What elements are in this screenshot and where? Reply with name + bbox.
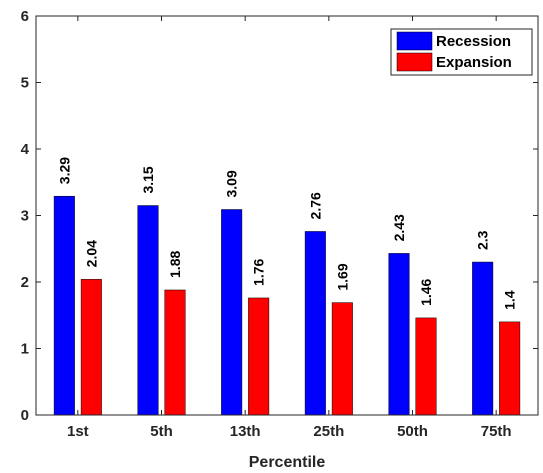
y-tick-label: 4	[21, 141, 30, 158]
y-tick-label: 1	[21, 341, 29, 358]
data-label-recession-1st: 3.29	[56, 157, 72, 184]
data-label-recession-25th: 2.76	[307, 192, 323, 219]
y-tick-label: 2	[21, 274, 29, 291]
bar-recession-75th	[472, 261, 494, 416]
bar-expansion-75th	[499, 321, 521, 416]
x-tick-label-13th: 13th	[230, 423, 261, 440]
bar-recession-50th	[388, 253, 410, 416]
y-axis: 0 1 2 3 4 5 6	[21, 8, 538, 424]
bar-recession-13th	[221, 209, 243, 416]
x-tick-label-50th: 50th	[397, 423, 428, 440]
data-label-recession-50th: 2.43	[391, 214, 407, 241]
plot-area	[36, 16, 538, 415]
y-tick-label: 3	[21, 208, 29, 225]
bar-expansion-1st	[80, 279, 102, 416]
data-label-expansion-75th: 1.4	[502, 290, 518, 310]
x-axis-title: Percentile	[249, 454, 326, 471]
bar-recession-1st	[53, 195, 75, 416]
x-tick-label-5th: 5th	[150, 423, 173, 440]
data-label-expansion-5th: 1.88	[167, 251, 183, 278]
data-label-recession-75th: 2.3	[475, 230, 491, 250]
y-tick-label: 0	[21, 407, 29, 424]
bar-recession-25th	[304, 231, 326, 416]
y-tick-label: 5	[21, 75, 29, 92]
data-label-recession-5th: 3.15	[140, 166, 156, 193]
data-labels-group: 3.29 3.15 3.09 2.76 2.43 2.3 2.04 1.88 1.76 1.69 1…	[56, 157, 517, 310]
bar-expansion-13th	[248, 297, 270, 416]
bars-group	[53, 195, 521, 416]
data-label-recession-13th: 3.09	[224, 170, 240, 197]
bar-expansion-50th	[415, 317, 437, 416]
x-axis: 1st 5th 13th 25th 50th 75th	[67, 16, 512, 440]
legend-label-recession: Recession	[436, 33, 511, 50]
bar-expansion-25th	[331, 302, 353, 416]
y-tick-label: 6	[21, 8, 29, 25]
data-label-expansion-50th: 1.46	[418, 278, 434, 305]
data-label-expansion-25th: 1.69	[334, 263, 350, 290]
bar-recession-5th	[137, 205, 159, 416]
x-tick-label-1st: 1st	[67, 423, 89, 440]
legend: Recession Expansion	[390, 28, 533, 76]
x-tick-label-25th: 25th	[313, 423, 344, 440]
legend-label-expansion: Expansion	[436, 54, 512, 71]
data-label-expansion-13th: 1.76	[251, 258, 267, 285]
bar-expansion-5th	[164, 289, 186, 416]
data-label-expansion-1st: 2.04	[83, 240, 99, 267]
x-tick-label-75th: 75th	[481, 423, 512, 440]
legend-swatch-expansion	[396, 52, 433, 72]
legend-swatch-recession	[396, 31, 433, 51]
